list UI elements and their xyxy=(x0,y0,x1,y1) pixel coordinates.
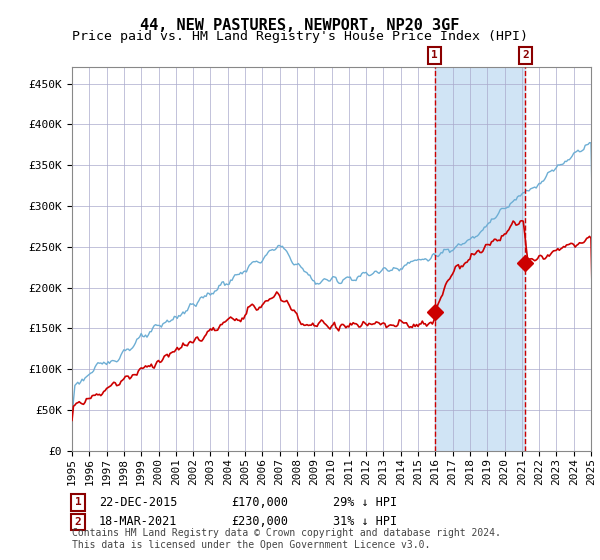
Text: 29% ↓ HPI: 29% ↓ HPI xyxy=(333,496,397,509)
Text: 44, NEW PASTURES, NEWPORT, NP20 3GF: 44, NEW PASTURES, NEWPORT, NP20 3GF xyxy=(140,18,460,33)
Text: £230,000: £230,000 xyxy=(231,515,288,529)
Text: Contains HM Land Registry data © Crown copyright and database right 2024.
This d: Contains HM Land Registry data © Crown c… xyxy=(72,528,501,550)
Text: 1: 1 xyxy=(74,497,82,507)
Text: Price paid vs. HM Land Registry's House Price Index (HPI): Price paid vs. HM Land Registry's House … xyxy=(72,30,528,43)
Text: 22-DEC-2015: 22-DEC-2015 xyxy=(99,496,178,509)
Text: 31% ↓ HPI: 31% ↓ HPI xyxy=(333,515,397,529)
Text: 18-MAR-2021: 18-MAR-2021 xyxy=(99,515,178,529)
Bar xyxy=(435,67,526,451)
Text: 2: 2 xyxy=(74,517,82,527)
Text: 2: 2 xyxy=(522,50,529,60)
Text: 1: 1 xyxy=(431,50,438,60)
Text: £170,000: £170,000 xyxy=(231,496,288,509)
